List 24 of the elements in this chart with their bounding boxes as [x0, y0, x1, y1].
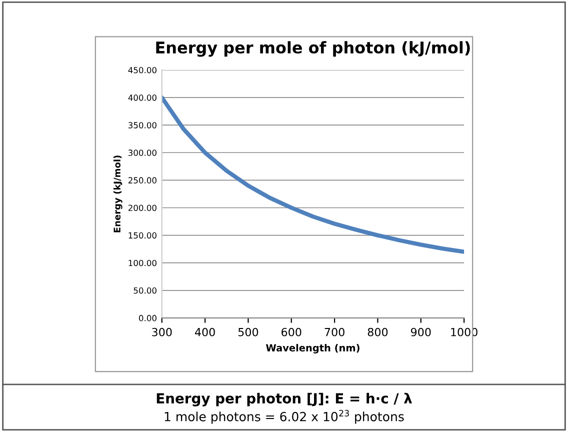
x-tick-label: 500	[238, 328, 258, 336]
y-tick-label: 200.00	[128, 204, 156, 212]
y-tick-label: 0.00	[139, 314, 156, 322]
text: 1 mole photons = 6.02 x 10$^{23}$ photons	[164, 410, 404, 424]
x-tick-label: 400	[194, 328, 215, 336]
y-tick-label: 300.00	[128, 150, 156, 156]
y-tick-label: 100.00	[128, 260, 156, 266]
x-tick-label: 900	[410, 328, 431, 336]
x-tick-label: 600	[282, 328, 302, 336]
line-series	[162, 95, 464, 254]
x-tick-label: 1000	[451, 328, 478, 336]
y-axis-title: Energy (kJ/mol)	[113, 156, 122, 232]
y-tick-label: 50.00	[134, 287, 156, 294]
x-tick-label: 300	[152, 328, 172, 336]
y-tick-label: 150.00	[128, 232, 156, 239]
text: Energy per photon [J]: E = h·c / λ	[156, 392, 412, 406]
y-tick-label: 350.00	[128, 122, 156, 128]
y-tick-label: 450.00	[128, 66, 156, 74]
x-axis-title: Wavelength (nm)	[266, 344, 360, 354]
x-tick-label: 700	[324, 328, 344, 336]
y-tick-label: 250.00	[128, 177, 156, 184]
x-tick-label: 800	[368, 328, 388, 336]
chart-title: Energy per mole of photon (kJ/mol)	[156, 41, 470, 57]
y-tick-label: 400.00	[128, 94, 156, 101]
